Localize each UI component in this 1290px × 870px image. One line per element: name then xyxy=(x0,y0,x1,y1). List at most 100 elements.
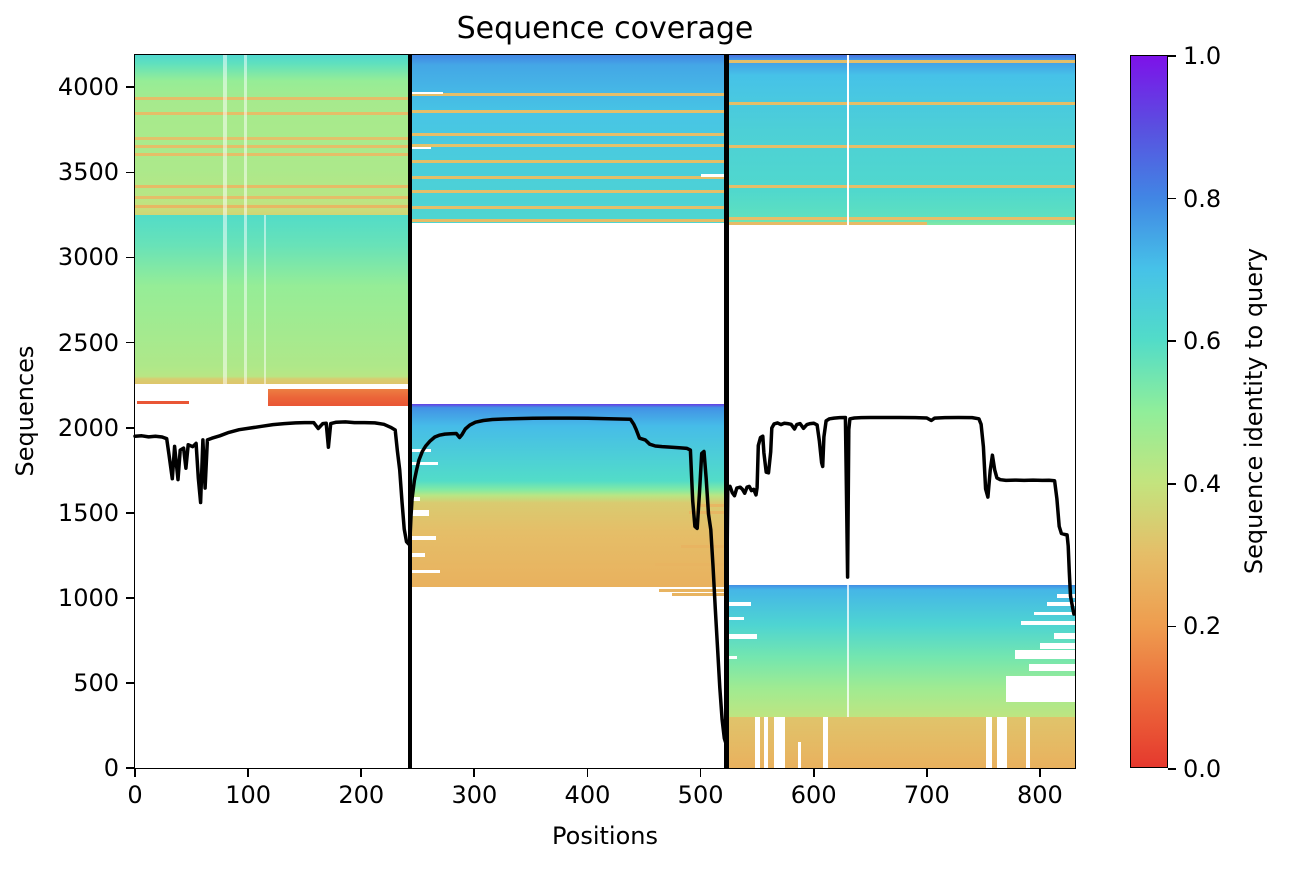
coverage-gap-row xyxy=(409,449,432,452)
identity-streak-row xyxy=(672,592,727,596)
x-tick-label: 500 xyxy=(677,781,724,809)
x-tick-mark xyxy=(812,768,815,777)
identity-streak-row xyxy=(726,101,1075,105)
coverage-gap-row xyxy=(1046,601,1075,606)
coverage-gap-row xyxy=(1028,664,1075,672)
y-tick-label: 4000 xyxy=(57,73,119,102)
colorbar-tick-mark xyxy=(1168,768,1176,770)
coverage-gap-row xyxy=(409,462,439,465)
y-tick-mark xyxy=(126,682,135,684)
identity-streak-row xyxy=(409,176,727,180)
coverage-gap-row xyxy=(1015,650,1075,660)
x-tick-label: 100 xyxy=(225,781,272,809)
msa-block-panel3-upper xyxy=(726,55,1075,226)
identity-streak-row xyxy=(655,563,727,567)
identity-streak-row xyxy=(135,153,410,157)
identity-streak-row xyxy=(726,216,1075,220)
coverage-gap-row xyxy=(409,147,432,150)
y-tick-label: 2000 xyxy=(57,413,119,442)
msa-block-panel2-upper xyxy=(409,55,727,224)
colorbar-tick-mark xyxy=(1168,197,1176,200)
coverage-count-line xyxy=(133,415,1076,744)
y-tick-mark xyxy=(126,426,135,429)
identity-streak-row xyxy=(135,196,410,200)
x-tick-mark xyxy=(586,768,589,777)
identity-streak-row xyxy=(726,184,1075,188)
coverage-gap-column xyxy=(754,716,760,768)
y-tick-mark xyxy=(126,767,135,769)
coverage-gap-row xyxy=(726,616,744,620)
x-tick-mark xyxy=(360,768,363,777)
msa-block-panel1-red-band xyxy=(268,388,410,406)
coverage-gap-row xyxy=(409,92,443,95)
coverage-gap-column xyxy=(847,585,849,717)
coverage-gap-row xyxy=(1039,643,1075,649)
y-tick-mark xyxy=(126,171,135,174)
identity-streak-row xyxy=(658,588,727,592)
identity-streak-row xyxy=(135,204,410,208)
y-tick-mark xyxy=(126,511,135,514)
coverage-gap-column xyxy=(797,742,802,768)
identity-streak-row xyxy=(135,112,410,116)
colorbar-tick-label: 0.2 xyxy=(1183,612,1222,641)
identity-streak-row xyxy=(409,109,727,113)
identity-streak-row xyxy=(135,184,410,188)
x-tick-label: 400 xyxy=(564,781,611,809)
plot-area: 0 100 200 300 400 500 600 700 800 0 500 1000 1500 200… xyxy=(58,54,1076,809)
x-axis-label: Positions xyxy=(552,822,658,850)
y-tick-label: 500 xyxy=(73,668,119,697)
colorbar-tick-mark xyxy=(1168,55,1176,57)
coverage-gap-column xyxy=(223,55,227,385)
identity-streak-row xyxy=(681,545,727,549)
colorbar: 1.0 0.8 0.6 0.4 0.2 0.0 xyxy=(1130,42,1221,783)
identity-streak-row xyxy=(726,145,1075,149)
y-tick-label: 0 xyxy=(103,754,119,782)
coverage-gap-column xyxy=(846,55,850,226)
x-tick-mark xyxy=(473,768,476,777)
coverage-gap-row xyxy=(1053,633,1075,639)
identity-streak-row xyxy=(135,136,410,140)
y-tick-label: 1500 xyxy=(57,498,119,527)
identity-streak-row xyxy=(135,145,410,149)
coverage-gap-row xyxy=(409,553,425,557)
identity-streak-row xyxy=(409,219,727,223)
coverage-gap-row xyxy=(1020,621,1075,625)
coverage-gap-row xyxy=(409,536,436,540)
x-tick-label: 200 xyxy=(338,781,385,809)
coverage-gap-column xyxy=(263,214,267,385)
coverage-gap-column xyxy=(763,716,769,768)
coverage-gap-row xyxy=(409,509,430,516)
coverage-gap-column xyxy=(822,716,829,768)
x-tick-label: 800 xyxy=(1017,781,1063,809)
y-tick-label: 1000 xyxy=(57,583,119,612)
colorbar-tick-label: 0.6 xyxy=(1183,327,1222,356)
coverage-count-polyline xyxy=(133,415,1076,744)
x-tick-label: 300 xyxy=(451,781,498,809)
coverage-gap-row xyxy=(409,569,441,573)
coverage-gap-column xyxy=(243,55,247,385)
identity-streak-row xyxy=(409,143,727,147)
y-axis-label: Sequences xyxy=(11,345,39,477)
msa-block-panel1-red-line xyxy=(137,401,190,405)
x-tick-mark xyxy=(134,768,136,777)
coverage-gap-row xyxy=(1005,676,1075,702)
coverage-gap-row xyxy=(700,174,727,177)
y-tick-label: 3000 xyxy=(57,243,119,272)
coverage-gap-row xyxy=(726,602,752,607)
y-tick-label: 3500 xyxy=(57,158,119,187)
colorbar-tick-label: 0.8 xyxy=(1183,184,1222,213)
identity-streak-row xyxy=(409,133,727,137)
y-tick-mark xyxy=(126,341,135,344)
x-tick-label: 700 xyxy=(903,781,950,809)
x-tick-mark xyxy=(925,768,928,777)
x-tick-label: 600 xyxy=(790,781,837,809)
identity-streak-row xyxy=(409,159,727,163)
chart-title: Sequence coverage xyxy=(456,11,754,46)
y-tick-label: 2500 xyxy=(57,328,119,357)
x-tick-mark xyxy=(247,768,249,777)
identity-streak-row xyxy=(409,205,727,209)
coverage-gap-row xyxy=(409,497,421,502)
x-tick-mark xyxy=(699,768,702,777)
identity-streak-row xyxy=(697,503,727,507)
